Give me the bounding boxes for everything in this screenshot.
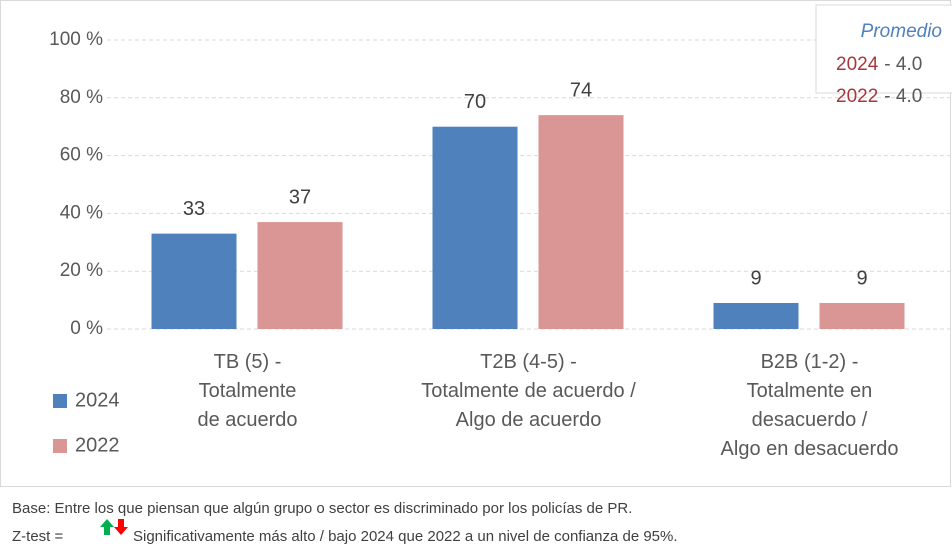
down-arrow-icon [114,519,128,535]
y-tick-label: 100 % [49,29,103,50]
average-year: 2022 [836,86,878,107]
average-box [815,4,952,94]
legend-label: 2024 [75,389,120,411]
x-tick-label: TB (5) -Totalmente de acuerdo [197,351,297,431]
value-label: 33 [183,198,205,220]
value-label: 37 [289,186,311,208]
average-item: 2024- 4.0 [836,54,922,75]
base-note: Base: Entre los que piensan que algún gr… [12,500,632,517]
bar [713,302,799,329]
up-arrow-icon [100,519,114,535]
ztest-label: Z-test = [12,528,64,545]
value-label: 9 [856,267,867,289]
bar [538,115,624,329]
average-value: - 4.0 [884,54,922,75]
ztest-text: Significativamente más alto / bajo 2024 … [133,528,678,545]
bar [432,126,518,329]
y-tick-label: 80 % [60,87,103,108]
legend-swatch [53,439,67,453]
bar [257,222,343,329]
y-tick-label: 0 % [70,318,103,339]
y-tick-label: 40 % [60,202,103,223]
y-tick-label: 20 % [60,260,103,281]
bar [819,302,905,329]
average-value: - 4.0 [884,86,922,107]
average-title: Promedio [861,21,942,42]
average-year: 2024 [836,54,879,75]
value-label: 70 [464,91,486,113]
legend-swatch [53,394,67,408]
x-tick-label: T2B (4-5) -Totalmente de acuerdo / Algo d… [421,351,636,431]
average-item: 2022 - 4.0 [836,86,922,107]
y-tick-label: 60 % [60,145,103,166]
bar [151,233,237,329]
legend-label: 2022 [75,434,120,456]
x-tick-label: B2B (1-2) -Totalmente en desacuerdo / Algo… [721,351,899,460]
value-label: 9 [750,267,761,289]
value-label: 74 [570,79,592,101]
